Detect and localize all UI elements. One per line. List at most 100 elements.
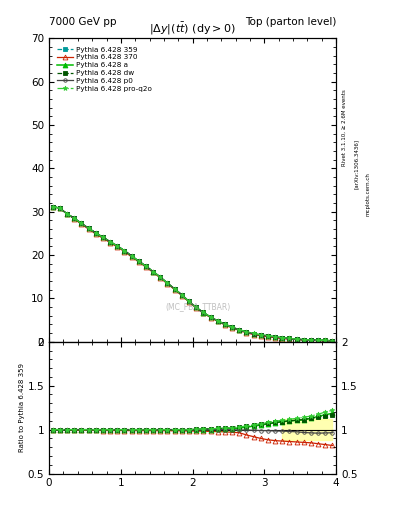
- Pythia 6.428 a: [122, 248, 127, 254]
- Pythia 6.428 dw: [79, 220, 84, 226]
- Pythia 6.428 pro-q2o: [122, 248, 127, 254]
- Pythia 6.428 p0: [330, 338, 335, 344]
- Pythia 6.428 pro-q2o: [316, 337, 320, 343]
- Pythia 6.428 a: [323, 337, 328, 344]
- Legend: Pythia 6.428 359, Pythia 6.428 370, Pythia 6.428 a, Pythia 6.428 dw, Pythia 6.42: Pythia 6.428 359, Pythia 6.428 370, Pyth…: [55, 45, 153, 93]
- Pythia 6.428 359: [108, 239, 112, 245]
- Pythia 6.428 dw: [180, 292, 184, 298]
- Pythia 6.428 370: [294, 336, 299, 343]
- Pythia 6.428 359: [201, 310, 206, 316]
- Pythia 6.428 a: [101, 234, 105, 240]
- Pythia 6.428 359: [180, 292, 184, 298]
- Pythia 6.428 p0: [230, 325, 234, 331]
- Pythia 6.428 359: [72, 215, 77, 221]
- Pythia 6.428 370: [65, 211, 70, 217]
- Pythia 6.428 a: [222, 321, 227, 327]
- Title: $|\Delta y|(\mathit{t\bar{t}})\ \mathrm{(dy > 0)}$: $|\Delta y|(\mathit{t\bar{t}})\ \mathrm{…: [149, 21, 236, 37]
- Pythia 6.428 359: [309, 337, 313, 343]
- Pythia 6.428 pro-q2o: [244, 329, 249, 335]
- Text: (MC_FBA_TTBAR): (MC_FBA_TTBAR): [166, 303, 231, 311]
- Pythia 6.428 dw: [273, 334, 277, 340]
- Pythia 6.428 pro-q2o: [180, 292, 184, 298]
- Pythia 6.428 p0: [151, 268, 156, 274]
- Pythia 6.428 pro-q2o: [215, 317, 220, 324]
- Text: Top (parton level): Top (parton level): [244, 17, 336, 27]
- Pythia 6.428 a: [244, 329, 249, 335]
- Pythia 6.428 a: [79, 220, 84, 226]
- Pythia 6.428 dw: [266, 333, 270, 339]
- Pythia 6.428 370: [57, 205, 62, 211]
- Pythia 6.428 pro-q2o: [208, 314, 213, 320]
- Pythia 6.428 370: [287, 336, 292, 342]
- Pythia 6.428 pro-q2o: [86, 225, 91, 231]
- Pythia 6.428 pro-q2o: [301, 336, 306, 343]
- Pythia 6.428 dw: [136, 258, 141, 264]
- Pythia 6.428 p0: [57, 205, 62, 211]
- Pythia 6.428 a: [158, 274, 163, 280]
- Pythia 6.428 370: [151, 269, 156, 275]
- Pythia 6.428 370: [115, 244, 119, 250]
- Pythia 6.428 p0: [101, 234, 105, 240]
- Pythia 6.428 370: [86, 226, 91, 232]
- Pythia 6.428 dw: [280, 335, 285, 341]
- Pythia 6.428 a: [215, 318, 220, 324]
- Pythia 6.428 pro-q2o: [330, 337, 335, 344]
- Pythia 6.428 370: [158, 275, 163, 281]
- Pythia 6.428 359: [330, 338, 335, 344]
- Pythia 6.428 pro-q2o: [201, 309, 206, 315]
- Pythia 6.428 370: [172, 287, 177, 293]
- Pythia 6.428 p0: [266, 333, 270, 339]
- Pythia 6.428 a: [194, 305, 198, 311]
- Pythia 6.428 a: [180, 292, 184, 298]
- Pythia 6.428 359: [251, 331, 256, 337]
- Pythia 6.428 370: [301, 337, 306, 343]
- Pythia 6.428 a: [108, 239, 112, 245]
- Pythia 6.428 a: [187, 298, 191, 305]
- Pythia 6.428 370: [237, 327, 242, 333]
- Pythia 6.428 dw: [215, 317, 220, 324]
- Pythia 6.428 pro-q2o: [187, 298, 191, 305]
- Pythia 6.428 a: [251, 331, 256, 337]
- Y-axis label: Ratio to Pythia 6.428 359: Ratio to Pythia 6.428 359: [19, 363, 25, 452]
- Pythia 6.428 pro-q2o: [143, 263, 148, 269]
- Pythia 6.428 359: [273, 334, 277, 340]
- Pythia 6.428 p0: [323, 337, 328, 344]
- Pythia 6.428 a: [294, 336, 299, 342]
- Pythia 6.428 p0: [108, 239, 112, 245]
- Pythia 6.428 pro-q2o: [158, 274, 163, 280]
- Pythia 6.428 359: [129, 253, 134, 259]
- Pythia 6.428 pro-q2o: [115, 243, 119, 249]
- Pythia 6.428 pro-q2o: [230, 324, 234, 330]
- Pythia 6.428 dw: [101, 234, 105, 240]
- Pythia 6.428 359: [94, 230, 98, 236]
- Pythia 6.428 370: [94, 231, 98, 237]
- Pythia 6.428 359: [57, 205, 62, 211]
- Pythia 6.428 a: [57, 205, 62, 211]
- Pythia 6.428 pro-q2o: [323, 337, 328, 344]
- Pythia 6.428 359: [79, 220, 84, 226]
- Pythia 6.428 370: [129, 254, 134, 260]
- Pythia 6.428 pro-q2o: [309, 337, 313, 343]
- Pythia 6.428 dw: [108, 239, 112, 245]
- Pythia 6.428 p0: [309, 337, 313, 343]
- Line: Pythia 6.428 dw: Pythia 6.428 dw: [51, 205, 334, 343]
- Pythia 6.428 359: [165, 280, 170, 286]
- Pythia 6.428 dw: [258, 332, 263, 338]
- Pythia 6.428 370: [309, 337, 313, 344]
- Pythia 6.428 p0: [187, 298, 191, 305]
- Pythia 6.428 370: [143, 264, 148, 270]
- Pythia 6.428 359: [50, 203, 55, 209]
- Pythia 6.428 370: [122, 248, 127, 254]
- Pythia 6.428 pro-q2o: [57, 205, 62, 211]
- Pythia 6.428 359: [86, 225, 91, 231]
- Pythia 6.428 370: [180, 292, 184, 298]
- Pythia 6.428 359: [301, 337, 306, 343]
- Pythia 6.428 370: [50, 203, 55, 209]
- Pythia 6.428 359: [316, 337, 320, 344]
- Pythia 6.428 359: [208, 314, 213, 320]
- Pythia 6.428 pro-q2o: [222, 321, 227, 327]
- Pythia 6.428 a: [287, 335, 292, 342]
- Pythia 6.428 370: [266, 334, 270, 340]
- Pythia 6.428 dw: [294, 336, 299, 342]
- Text: [arXiv:1306.3436]: [arXiv:1306.3436]: [354, 139, 359, 189]
